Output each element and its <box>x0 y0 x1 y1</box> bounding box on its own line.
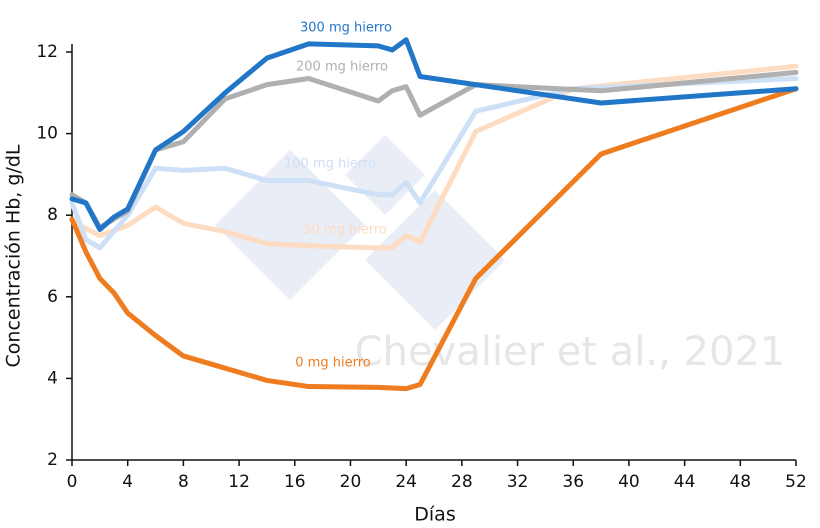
y-tick-label: 8 <box>47 205 58 225</box>
y-tick-label: 4 <box>47 368 58 388</box>
x-tick-label: 40 <box>618 472 640 492</box>
series-label: 100 mg hierro <box>284 157 376 172</box>
y-tick-label: 2 <box>47 450 58 470</box>
x-axis-title: Días <box>414 504 455 526</box>
series-label: 200 mg hierro <box>296 60 388 75</box>
logo-diamond <box>365 190 505 330</box>
credit: Chevalier et al., 2021 <box>355 329 786 375</box>
series-line <box>69 76 799 251</box>
series-line <box>69 63 799 251</box>
y-tick-label: 10 <box>36 124 58 144</box>
series-label: 0 mg hierro <box>295 356 370 371</box>
y-axis-title: Concentración Hb, g/dL <box>3 144 25 367</box>
x-tick-label: 12 <box>228 472 250 492</box>
y-tick-label: 12 <box>36 42 58 62</box>
series-label: 300 mg hierro <box>300 21 392 36</box>
logo-diamond <box>215 150 365 300</box>
x-tick-label: 8 <box>178 472 189 492</box>
x-tick-label: 32 <box>507 472 529 492</box>
logo-diamond <box>345 135 425 215</box>
x-tick-label: 0 <box>67 472 78 492</box>
x-tick-label: 4 <box>122 472 133 492</box>
x-tick-label: 36 <box>562 472 584 492</box>
x-tick-label: 28 <box>451 472 473 492</box>
y-tick-label: 6 <box>47 287 58 307</box>
x-tick-label: 52 <box>785 472 807 492</box>
series-line <box>69 86 799 392</box>
logo-watermark <box>215 135 505 330</box>
series-line <box>69 37 799 232</box>
x-tick-label: 48 <box>729 472 751 492</box>
series-label: 50 mg hierro <box>303 223 387 238</box>
x-tick-label: 16 <box>284 472 306 492</box>
x-tick-label: 44 <box>674 472 696 492</box>
x-tick-label: 20 <box>340 472 362 492</box>
x-tick-label: 24 <box>395 472 417 492</box>
